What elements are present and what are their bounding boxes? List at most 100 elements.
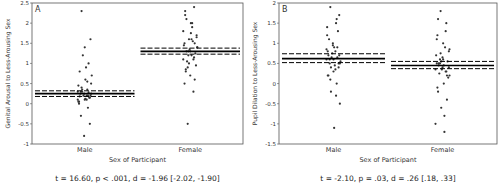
data-point [89, 38, 91, 40]
marks [282, 6, 494, 133]
data-point [187, 66, 189, 68]
y-tick-label: 1.5 [20, 40, 29, 46]
data-point [78, 101, 80, 103]
y-tick-label: 0.5 [267, 60, 276, 66]
y-tick [277, 123, 279, 124]
y-tick [30, 103, 32, 104]
data-point [333, 127, 335, 129]
data-point [327, 74, 329, 76]
data-point [435, 54, 437, 56]
data-point [436, 87, 438, 89]
data-point [441, 56, 443, 58]
data-point [437, 91, 439, 93]
data-point [77, 84, 79, 86]
ci-line [35, 90, 135, 91]
data-point [77, 101, 79, 103]
data-point [336, 18, 338, 20]
marks [35, 6, 240, 137]
data-point [85, 66, 87, 68]
ci-line [282, 53, 385, 54]
data-point [183, 44, 185, 46]
data-point [183, 82, 185, 84]
caption: t = -2.10, p = .03, d = .26 [.18, .33] [320, 174, 455, 183]
data-point [434, 123, 436, 125]
data-point [329, 78, 331, 80]
y-tick [30, 3, 32, 4]
data-point [187, 54, 189, 56]
data-point [185, 68, 187, 70]
y-tick [30, 144, 32, 145]
data-point [89, 97, 91, 99]
data-point [443, 82, 445, 84]
mean-line [282, 58, 385, 60]
y-axis-label: Pupil Dilation to Less-Arousing Sex [251, 21, 259, 125]
y-tick-label: 1.5 [267, 20, 276, 26]
data-point [334, 68, 336, 70]
x-tick-label: Female [431, 146, 455, 154]
y-tick [277, 83, 279, 84]
data-point [437, 18, 439, 20]
data-point [444, 46, 446, 48]
y-tick [277, 144, 279, 145]
data-point [445, 22, 447, 24]
data-point [188, 38, 190, 40]
data-point [442, 58, 444, 60]
data-point [184, 14, 186, 16]
data-point [439, 58, 441, 60]
ci-line [391, 61, 494, 62]
data-point [195, 64, 197, 66]
data-point [326, 34, 328, 36]
data-point [80, 115, 82, 117]
data-point [447, 76, 449, 78]
data-point [193, 6, 195, 8]
data-point [186, 60, 188, 62]
data-point [196, 36, 198, 38]
y-tick-label: 0.5 [20, 81, 29, 87]
data-point [326, 26, 328, 28]
data-point [445, 70, 447, 72]
ci-line [141, 48, 241, 49]
x-tick-label: Female [178, 146, 202, 154]
data-point [339, 103, 341, 105]
data-point [192, 91, 194, 93]
data-point [185, 70, 187, 72]
data-point [330, 91, 332, 93]
data-point [189, 74, 191, 76]
y-tick-label: 2.5 [20, 0, 29, 6]
y-tick [277, 23, 279, 24]
data-point [446, 99, 448, 101]
y-tick-label: 2 [26, 20, 30, 26]
data-point [335, 22, 337, 24]
x-tick-label: Male [77, 146, 92, 154]
data-point [194, 42, 196, 44]
y-axis-label: Genital Arousal to Less-Arousing Sex [4, 18, 12, 128]
data-point [334, 64, 336, 66]
data-point [335, 95, 337, 97]
data-point [448, 74, 450, 76]
data-point [84, 99, 86, 101]
data-point [445, 30, 447, 32]
y-tick-label: -1.5 [265, 141, 276, 147]
ci-line [141, 54, 241, 55]
data-point [445, 70, 447, 72]
figure: -1-0.500.511.522.5MaleFemaleASex of Part… [0, 0, 500, 186]
data-point [336, 46, 338, 48]
panel: -1-0.500.511.522.5MaleFemaleASex of Part… [4, 0, 243, 183]
y-tick [30, 123, 32, 124]
data-point [332, 70, 334, 72]
y-tick [277, 63, 279, 64]
data-point [182, 58, 184, 60]
y-tick-label: 2 [273, 0, 277, 6]
x-axis-label: Sex of Participant [109, 156, 167, 164]
data-point [80, 87, 82, 89]
data-point [191, 22, 193, 24]
data-point [439, 52, 441, 54]
y-tick-label: 0 [26, 101, 30, 107]
data-point [334, 50, 336, 52]
y-tick [277, 3, 279, 4]
data-point [327, 50, 329, 52]
data-point [436, 34, 438, 36]
data-point [337, 30, 339, 32]
data-point [336, 82, 338, 84]
data-point [440, 107, 442, 109]
